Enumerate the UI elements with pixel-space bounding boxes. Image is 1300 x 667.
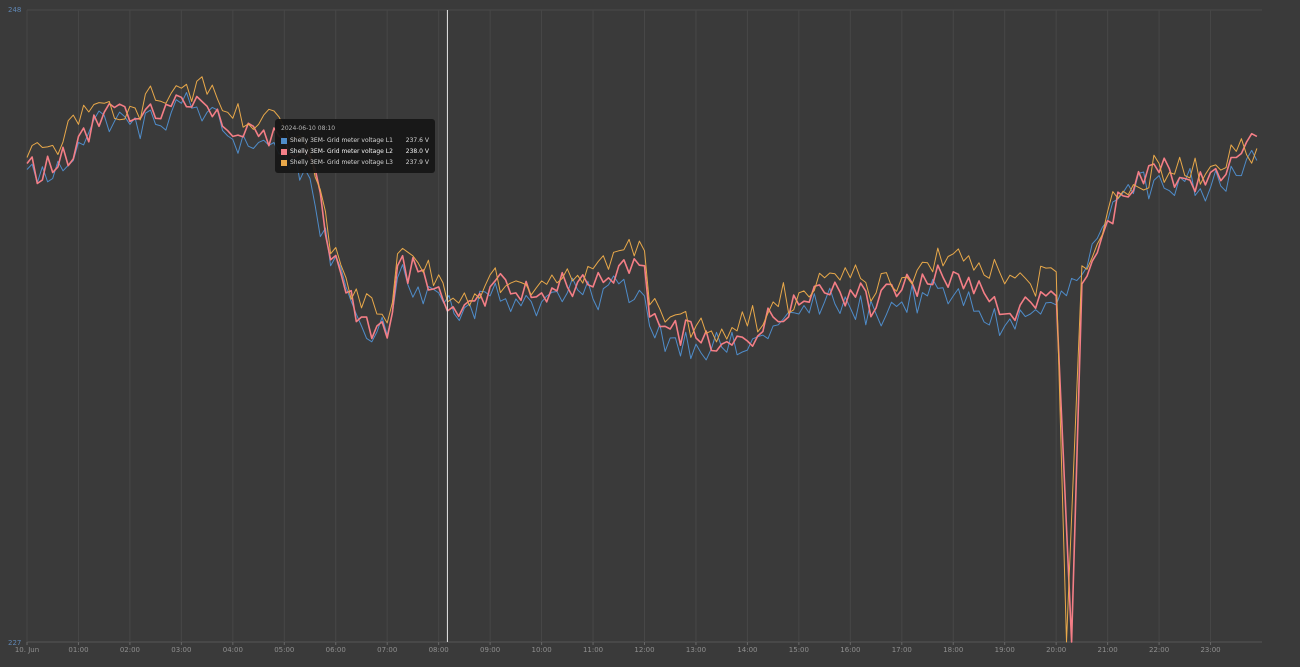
tooltip-row-l3: Shelly 3EM- Grid meter voltage L3 237.9 … bbox=[281, 157, 429, 168]
x-tick-label: 11:00 bbox=[583, 646, 603, 654]
x-tick-label: 14:00 bbox=[737, 646, 757, 654]
tooltip-swatch-l2 bbox=[281, 148, 287, 155]
x-tick-label: 15:00 bbox=[789, 646, 809, 654]
y-tick-label: 248 bbox=[8, 6, 21, 14]
y-tick-label: 227 bbox=[8, 639, 21, 647]
tooltip-series-name: Shelly 3EM- Grid meter voltage L2 bbox=[290, 148, 393, 155]
x-tick-label: 19:00 bbox=[995, 646, 1015, 654]
tooltip-swatch-l1 bbox=[281, 137, 287, 144]
tooltip-series-value: 237.6 V bbox=[405, 137, 429, 144]
axis-layer: 10. Jun 01:00 02:00 03:00 04:00 05:00 06:00 07:… bbox=[8, 6, 1221, 654]
tooltip-timestamp: 2024-06-10 08:10 bbox=[281, 125, 336, 132]
tooltip-swatch-l3 bbox=[281, 159, 287, 166]
series-layer bbox=[26, 76, 1258, 643]
tooltip-row-l2: Shelly 3EM- Grid meter voltage L2 238.0 … bbox=[281, 146, 429, 157]
tooltip-series-value: 237.9 V bbox=[405, 159, 429, 166]
x-tick-label: 10:00 bbox=[531, 646, 551, 654]
x-tick-label: 17:00 bbox=[892, 646, 912, 654]
x-tick-label: 06:00 bbox=[326, 646, 346, 654]
grid-layer bbox=[26, 9, 1262, 643]
x-tick-label: 21:00 bbox=[1098, 646, 1118, 654]
x-tick-label: 22:00 bbox=[1149, 646, 1169, 654]
series-line-2 bbox=[26, 94, 1258, 643]
chart-tooltip: 2024-06-10 08:10 Shelly 3EM- Grid meter … bbox=[275, 119, 435, 173]
series-line-3 bbox=[26, 76, 1258, 643]
x-tick-label: 09:00 bbox=[480, 646, 500, 654]
series-line-1 bbox=[26, 92, 1258, 361]
tooltip-row-l1: Shelly 3EM- Grid meter voltage L1 237.6 … bbox=[281, 135, 429, 146]
x-tick-label: 03:00 bbox=[171, 646, 191, 654]
x-tick-label: 12:00 bbox=[634, 646, 654, 654]
x-tick-label: 08:00 bbox=[429, 646, 449, 654]
x-tick-label: 18:00 bbox=[943, 646, 963, 654]
tooltip-series-value: 238.0 V bbox=[405, 148, 429, 155]
x-tick-label: 23:00 bbox=[1200, 646, 1220, 654]
x-tick-label: 04:00 bbox=[223, 646, 243, 654]
x-tick-label: 10. Jun bbox=[15, 646, 39, 654]
x-tick-label: 02:00 bbox=[120, 646, 140, 654]
x-tick-label: 05:00 bbox=[274, 646, 294, 654]
x-tick-label: 01:00 bbox=[68, 646, 88, 654]
x-tick-label: 20:00 bbox=[1046, 646, 1066, 654]
x-tick-label: 13:00 bbox=[686, 646, 706, 654]
x-tick-label: 07:00 bbox=[377, 646, 397, 654]
tooltip-series-name: Shelly 3EM- Grid meter voltage L1 bbox=[290, 137, 393, 144]
x-tick-label: 16:00 bbox=[840, 646, 860, 654]
tooltip-series-name: Shelly 3EM- Grid meter voltage L3 bbox=[290, 159, 393, 166]
